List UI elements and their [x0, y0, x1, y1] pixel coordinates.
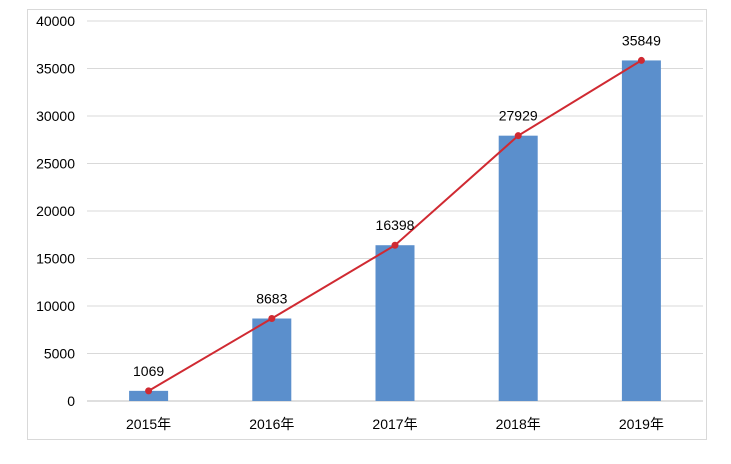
- bar: [375, 245, 415, 401]
- y-tick-label: 40000: [36, 13, 75, 29]
- data-label: 8683: [256, 291, 287, 307]
- x-tick-label: 2015年: [126, 416, 171, 432]
- line-point: [391, 241, 399, 249]
- line-point: [145, 387, 153, 395]
- y-tick-label: 10000: [36, 298, 75, 314]
- data-label: 27929: [499, 108, 538, 124]
- chart-frame: [27, 9, 707, 440]
- y-tick-label: 15000: [36, 251, 75, 267]
- bar: [621, 60, 661, 401]
- bar: [129, 390, 169, 401]
- line-point: [268, 315, 276, 323]
- x-tick-label: 2019年: [619, 416, 664, 432]
- line-point: [514, 132, 522, 140]
- data-label: 35849: [622, 32, 661, 48]
- y-tick-label: 5000: [44, 346, 75, 362]
- data-label: 16398: [376, 217, 415, 233]
- y-tick-label: 20000: [36, 203, 75, 219]
- x-tick-label: 2017年: [372, 416, 417, 432]
- bar: [252, 318, 292, 401]
- bar: [498, 135, 538, 401]
- y-tick-label: 30000: [36, 108, 75, 124]
- x-tick-label: 2018年: [496, 416, 541, 432]
- x-tick-label: 2016年: [249, 416, 294, 432]
- y-tick-label: 25000: [36, 156, 75, 172]
- y-tick-label: 0: [67, 393, 75, 409]
- line-point: [637, 56, 645, 64]
- y-tick-label: 35000: [36, 61, 75, 77]
- data-label: 1069: [133, 363, 164, 379]
